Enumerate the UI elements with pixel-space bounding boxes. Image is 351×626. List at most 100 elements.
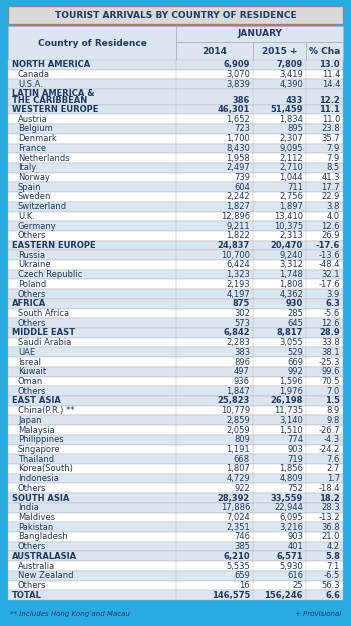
Bar [253, 42, 306, 60]
Text: 2,313: 2,313 [279, 231, 303, 240]
Text: 645: 645 [287, 319, 303, 327]
Text: -5.6: -5.6 [324, 309, 340, 318]
Text: WESTERN EUROPE: WESTERN EUROPE [12, 105, 98, 114]
Text: 285: 285 [287, 309, 303, 318]
Bar [8, 328, 343, 338]
Text: 386: 386 [233, 96, 250, 105]
Text: 723: 723 [234, 125, 250, 133]
Bar [8, 513, 343, 522]
Bar [8, 6, 343, 24]
Text: ** Includes Hong Kong and Macau: ** Includes Hong Kong and Macau [10, 611, 130, 617]
Text: 18.2: 18.2 [319, 493, 340, 503]
Text: 20,470: 20,470 [271, 241, 303, 250]
Text: 2,283: 2,283 [226, 338, 250, 347]
Text: 1,044: 1,044 [279, 173, 303, 182]
Text: 529: 529 [287, 348, 303, 357]
Bar [8, 115, 343, 124]
Text: 8.5: 8.5 [327, 163, 340, 172]
Text: 302: 302 [234, 309, 250, 318]
Text: 3.9: 3.9 [327, 290, 340, 299]
Text: 22,944: 22,944 [274, 503, 303, 512]
Text: 936: 936 [234, 377, 250, 386]
Text: 1,822: 1,822 [226, 231, 250, 240]
Text: 6,909: 6,909 [224, 60, 250, 69]
Text: 99.6: 99.6 [322, 367, 340, 376]
Text: Netherlands: Netherlands [18, 153, 69, 163]
Text: Philippines: Philippines [18, 435, 64, 444]
Bar [8, 192, 343, 202]
Bar [8, 571, 343, 580]
Text: 6,095: 6,095 [279, 513, 303, 522]
Text: NORTH AMERICA: NORTH AMERICA [12, 60, 90, 69]
Text: Ukraine: Ukraine [18, 260, 51, 269]
Bar [8, 163, 343, 173]
Text: 6,571: 6,571 [276, 552, 303, 561]
Text: 1,808: 1,808 [279, 280, 303, 289]
Text: 156,246: 156,246 [265, 591, 303, 600]
Text: 1,748: 1,748 [279, 270, 303, 279]
Text: -13.2: -13.2 [318, 513, 340, 522]
Text: Korea(South): Korea(South) [18, 464, 73, 473]
Bar [8, 552, 343, 561]
Text: 1,323: 1,323 [226, 270, 250, 279]
Bar [8, 182, 343, 192]
Text: 8,817: 8,817 [277, 329, 303, 337]
Text: Country of Residence: Country of Residence [38, 39, 146, 48]
Text: 7,024: 7,024 [226, 513, 250, 522]
Text: 1,700: 1,700 [226, 134, 250, 143]
Bar [8, 80, 343, 89]
Text: 746: 746 [234, 532, 250, 541]
Text: U.S.A.: U.S.A. [18, 80, 43, 89]
Text: 5,535: 5,535 [226, 562, 250, 570]
Text: 809: 809 [234, 435, 250, 444]
Text: 1,807: 1,807 [226, 464, 250, 473]
Text: 385: 385 [234, 542, 250, 551]
Bar [8, 299, 343, 309]
Text: 32.1: 32.1 [322, 270, 340, 279]
Text: 896: 896 [234, 357, 250, 367]
Text: 7.9: 7.9 [327, 144, 340, 153]
Text: 668: 668 [234, 454, 250, 464]
Bar [8, 260, 343, 270]
Bar [8, 279, 343, 289]
Text: -48.4: -48.4 [318, 260, 340, 269]
Text: 2,710: 2,710 [279, 163, 303, 172]
Text: 16: 16 [239, 581, 250, 590]
Bar [8, 474, 343, 483]
Text: Sweden: Sweden [18, 192, 51, 202]
Text: AFRICA: AFRICA [12, 299, 46, 308]
Text: South Africa: South Africa [18, 309, 69, 318]
Text: 9,240: 9,240 [279, 251, 303, 260]
Bar [8, 240, 343, 250]
Text: -17.6: -17.6 [316, 241, 340, 250]
Text: UAE: UAE [18, 348, 35, 357]
Text: THE CARIBBEAN: THE CARIBBEAN [12, 96, 87, 105]
Text: 2014: 2014 [202, 46, 227, 56]
Text: Malaysia: Malaysia [18, 426, 55, 434]
Text: Oman: Oman [18, 377, 43, 386]
Text: Isreal: Isreal [18, 357, 41, 367]
Text: % Cha: % Cha [309, 46, 340, 56]
Bar [8, 60, 343, 69]
Text: Others: Others [18, 231, 46, 240]
Text: 903: 903 [287, 532, 303, 541]
Text: 51,459: 51,459 [271, 105, 303, 114]
Bar [8, 425, 343, 435]
Text: 752: 752 [287, 484, 303, 493]
Bar [8, 231, 343, 240]
Text: 1.7: 1.7 [327, 474, 340, 483]
Bar [8, 153, 343, 163]
Text: 24,837: 24,837 [218, 241, 250, 250]
Text: 3,070: 3,070 [226, 70, 250, 79]
Text: 2,351: 2,351 [226, 523, 250, 531]
Text: 25,823: 25,823 [218, 396, 250, 406]
Text: China(P.R.) **: China(P.R.) ** [18, 406, 74, 415]
Text: EAST ASIA: EAST ASIA [12, 396, 61, 406]
Text: Norway: Norway [18, 173, 50, 182]
Text: 6,424: 6,424 [226, 260, 250, 269]
Text: 1,976: 1,976 [279, 387, 303, 396]
Bar [8, 250, 343, 260]
Text: -25.3: -25.3 [318, 357, 340, 367]
Text: Czech Republic: Czech Republic [18, 270, 82, 279]
Text: 10,375: 10,375 [274, 222, 303, 230]
